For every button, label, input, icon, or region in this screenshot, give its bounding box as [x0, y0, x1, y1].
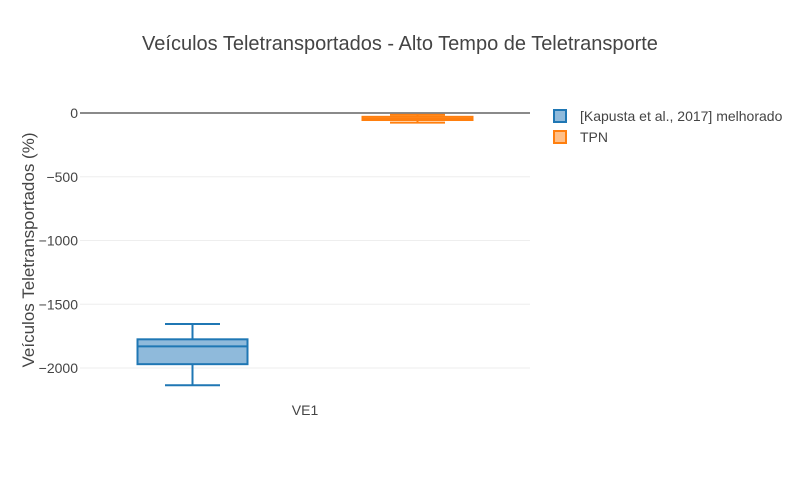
boxes — [136, 113, 474, 387]
grid — [80, 112, 530, 369]
x-axis: VE1 — [292, 402, 319, 418]
box-series-1 — [361, 113, 474, 124]
legend-swatch — [553, 130, 567, 144]
legend-label: TPN — [580, 129, 608, 145]
box-series-0 — [136, 323, 249, 387]
y-tick-label: −2000 — [39, 360, 79, 376]
chart-title: Veículos Teletransportados - Alto Tempo … — [142, 33, 658, 55]
x-tick-label: VE1 — [292, 402, 319, 418]
box-iqr — [136, 338, 249, 366]
legend-item[interactable]: [Kapusta et al., 2017] melhorado — [553, 108, 783, 124]
legend-label: [Kapusta et al., 2017] melhorado — [580, 108, 783, 124]
y-tick-label: −1500 — [39, 296, 79, 312]
legend: [Kapusta et al., 2017] melhorado TPN — [553, 108, 783, 145]
y-axis: 0 −500 −1000 −1500 −2000 — [39, 105, 79, 376]
legend-swatch — [553, 109, 567, 123]
y-tick-label: −500 — [46, 169, 78, 185]
y-tick-label: −1000 — [39, 233, 79, 249]
legend-item[interactable]: TPN — [553, 129, 608, 145]
y-axis-label: Veículos Teletransportados (%) — [19, 133, 38, 368]
y-tick-label: 0 — [70, 105, 78, 121]
